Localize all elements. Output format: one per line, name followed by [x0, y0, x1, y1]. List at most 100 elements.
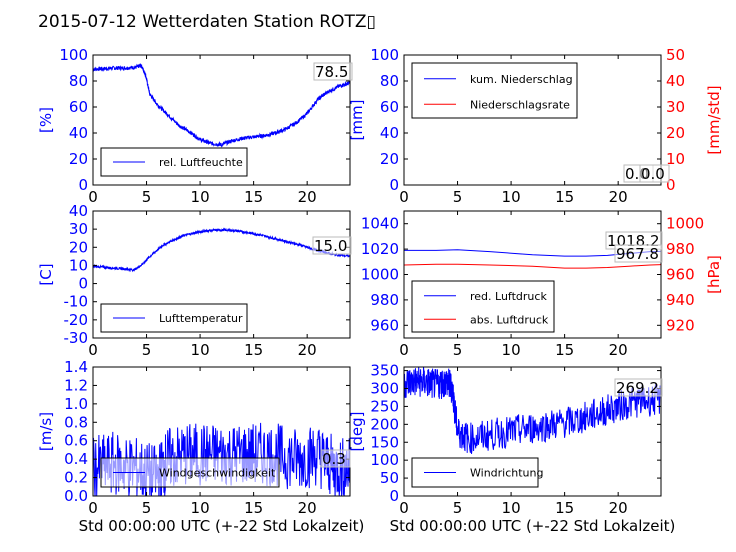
y-tick-label: 1040	[361, 215, 399, 233]
x-tick-label: 5	[453, 499, 463, 517]
x-tick-label: 5	[142, 499, 152, 517]
legend-label: Windrichtung	[470, 467, 543, 480]
value-annotation-box	[313, 62, 353, 81]
y-tick-label: -30	[64, 329, 89, 347]
y-tick-label: 300	[370, 380, 399, 398]
x-axis-label: Std 00:00:00 UTC (+-22 Std Lokalzeit)	[390, 517, 676, 535]
x-tick-label: 5	[453, 188, 463, 206]
y-tick-label: 150	[370, 433, 399, 451]
panel-humidity: 0 5 10 15 20 0 20 40 60 80 100 [%] rel. Luftfeuchte 7…	[37, 46, 353, 206]
x-tick-label: 10	[502, 499, 521, 517]
x-tick-label: 20	[609, 188, 628, 206]
x-tick-label: 10	[191, 341, 210, 359]
x-tick-label: 0	[88, 341, 98, 359]
y-tick-label: 80	[380, 72, 399, 90]
legend: red. Luftdruck abs. Luftdruck	[411, 280, 555, 333]
x-tick-label: 5	[142, 341, 152, 359]
y-tick-label: 30	[69, 220, 88, 238]
x-axis-label: Std 00:00:00 UTC (+-22 Std Lokalzeit)	[79, 517, 365, 535]
x-tick-label: 20	[609, 341, 628, 359]
y-tick-label: 250	[370, 397, 399, 415]
y-tick-label-right: 980	[666, 240, 695, 258]
value-annotation: 269.2	[616, 379, 659, 397]
y-tick-label: 0	[389, 487, 399, 505]
y-axis-label: [C]	[37, 263, 55, 285]
y-tick-label: 1.4	[64, 358, 88, 376]
y-axis-label: [%]	[37, 107, 55, 133]
y-tick-label: 100	[59, 46, 88, 64]
y-tick-label-right: 10	[666, 150, 685, 168]
y-axis-label: [mm]	[348, 100, 366, 141]
y-tick-label: -10	[64, 293, 89, 311]
y-tick-label: -20	[64, 311, 89, 329]
legend-frame	[411, 280, 555, 333]
y-tick-label-right: 50	[666, 46, 685, 64]
y-tick-label: 40	[69, 202, 88, 220]
x-tick-label: 10	[191, 499, 210, 517]
x-tick-label: 15	[555, 188, 574, 206]
x-tick-label: 0	[399, 188, 409, 206]
y-tick-label-right: 1000	[666, 215, 704, 233]
y-tick-label: 20	[69, 150, 88, 168]
y-tick-label: 40	[69, 124, 88, 142]
value-annotation-box	[614, 244, 663, 263]
y-tick-label: 200	[370, 415, 399, 433]
x-tick-label: 5	[453, 341, 463, 359]
value-annotation: 78.5	[315, 63, 348, 81]
y-tick-label: 60	[380, 98, 399, 116]
y-tick-label-right: 0	[666, 176, 676, 194]
legend-frame	[100, 457, 280, 488]
x-tick-label: 0	[399, 341, 409, 359]
panel-temperature: 0 5 10 15 20-30-20-10010203040[C]Lufttempera…	[37, 202, 352, 359]
legend-label: Lufttemperatur	[159, 312, 243, 325]
y-tick-label: 50	[380, 469, 399, 487]
x-tick-label: 20	[609, 499, 628, 517]
y-tick-label-right: 960	[666, 266, 695, 284]
series-line-pressure-1	[404, 263, 661, 269]
panel-wind_speed: 0 5 10 15 20 0.00.20.40.60.81.01.21.4 [m/s] Std…	[37, 358, 364, 535]
x-tick-label: 20	[298, 341, 317, 359]
y-tick-label: 1000	[361, 266, 399, 284]
x-tick-label: 15	[244, 499, 263, 517]
axes-frame	[92, 366, 351, 497]
x-tick-label: 0	[88, 188, 98, 206]
y-tick-label-right: 40	[666, 72, 685, 90]
series-line-humidity-0	[93, 63, 350, 148]
y-tick-label-right: 30	[666, 98, 685, 116]
value-annotation: 0.3	[322, 450, 346, 468]
y-tick-label: 60	[69, 98, 88, 116]
y-tick-label: 10	[69, 256, 88, 274]
legend: rel. Luftfeuchte	[100, 147, 248, 177]
x-tick-label: 10	[502, 341, 521, 359]
y-tick-label: 80	[69, 72, 88, 90]
y-axis-label-right: [mm/std]	[705, 85, 723, 154]
x-tick-label: 10	[191, 188, 210, 206]
legend: Lufttemperatur	[100, 303, 248, 333]
value-annotation-box	[320, 449, 351, 468]
value-annotation: 0.0	[641, 165, 665, 183]
series-line-wind_dir-0	[404, 367, 661, 454]
y-tick-label: 40	[380, 124, 399, 142]
y-tick-label: 350	[370, 362, 399, 380]
y-axis-label: [m/s]	[37, 412, 55, 451]
legend-label: red. Luftdruck	[470, 290, 547, 303]
y-tick-label: 100	[370, 46, 399, 64]
x-tick-label: 20	[298, 499, 317, 517]
legend-frame	[411, 62, 578, 119]
y-tick-label: 0	[78, 275, 88, 293]
y-tick-label: 1.2	[64, 376, 88, 394]
value-annotation: 967.8	[616, 245, 659, 263]
panel-pressure: 0 5 10 15 20 960 980 1000 1020 1040 920 940 960 980 10…	[361, 210, 723, 359]
legend-label: Niederschlagsrate	[470, 98, 570, 111]
y-tick-label: 0.6	[64, 432, 88, 450]
x-tick-label: 15	[555, 341, 574, 359]
axes-frame	[92, 210, 351, 339]
x-tick-label: 15	[555, 499, 574, 517]
legend-label: Windgeschwindigkeit	[159, 467, 276, 480]
y-axis-label: [deg]	[348, 412, 366, 452]
value-annotation-box	[614, 378, 663, 397]
x-tick-label: 5	[142, 188, 152, 206]
